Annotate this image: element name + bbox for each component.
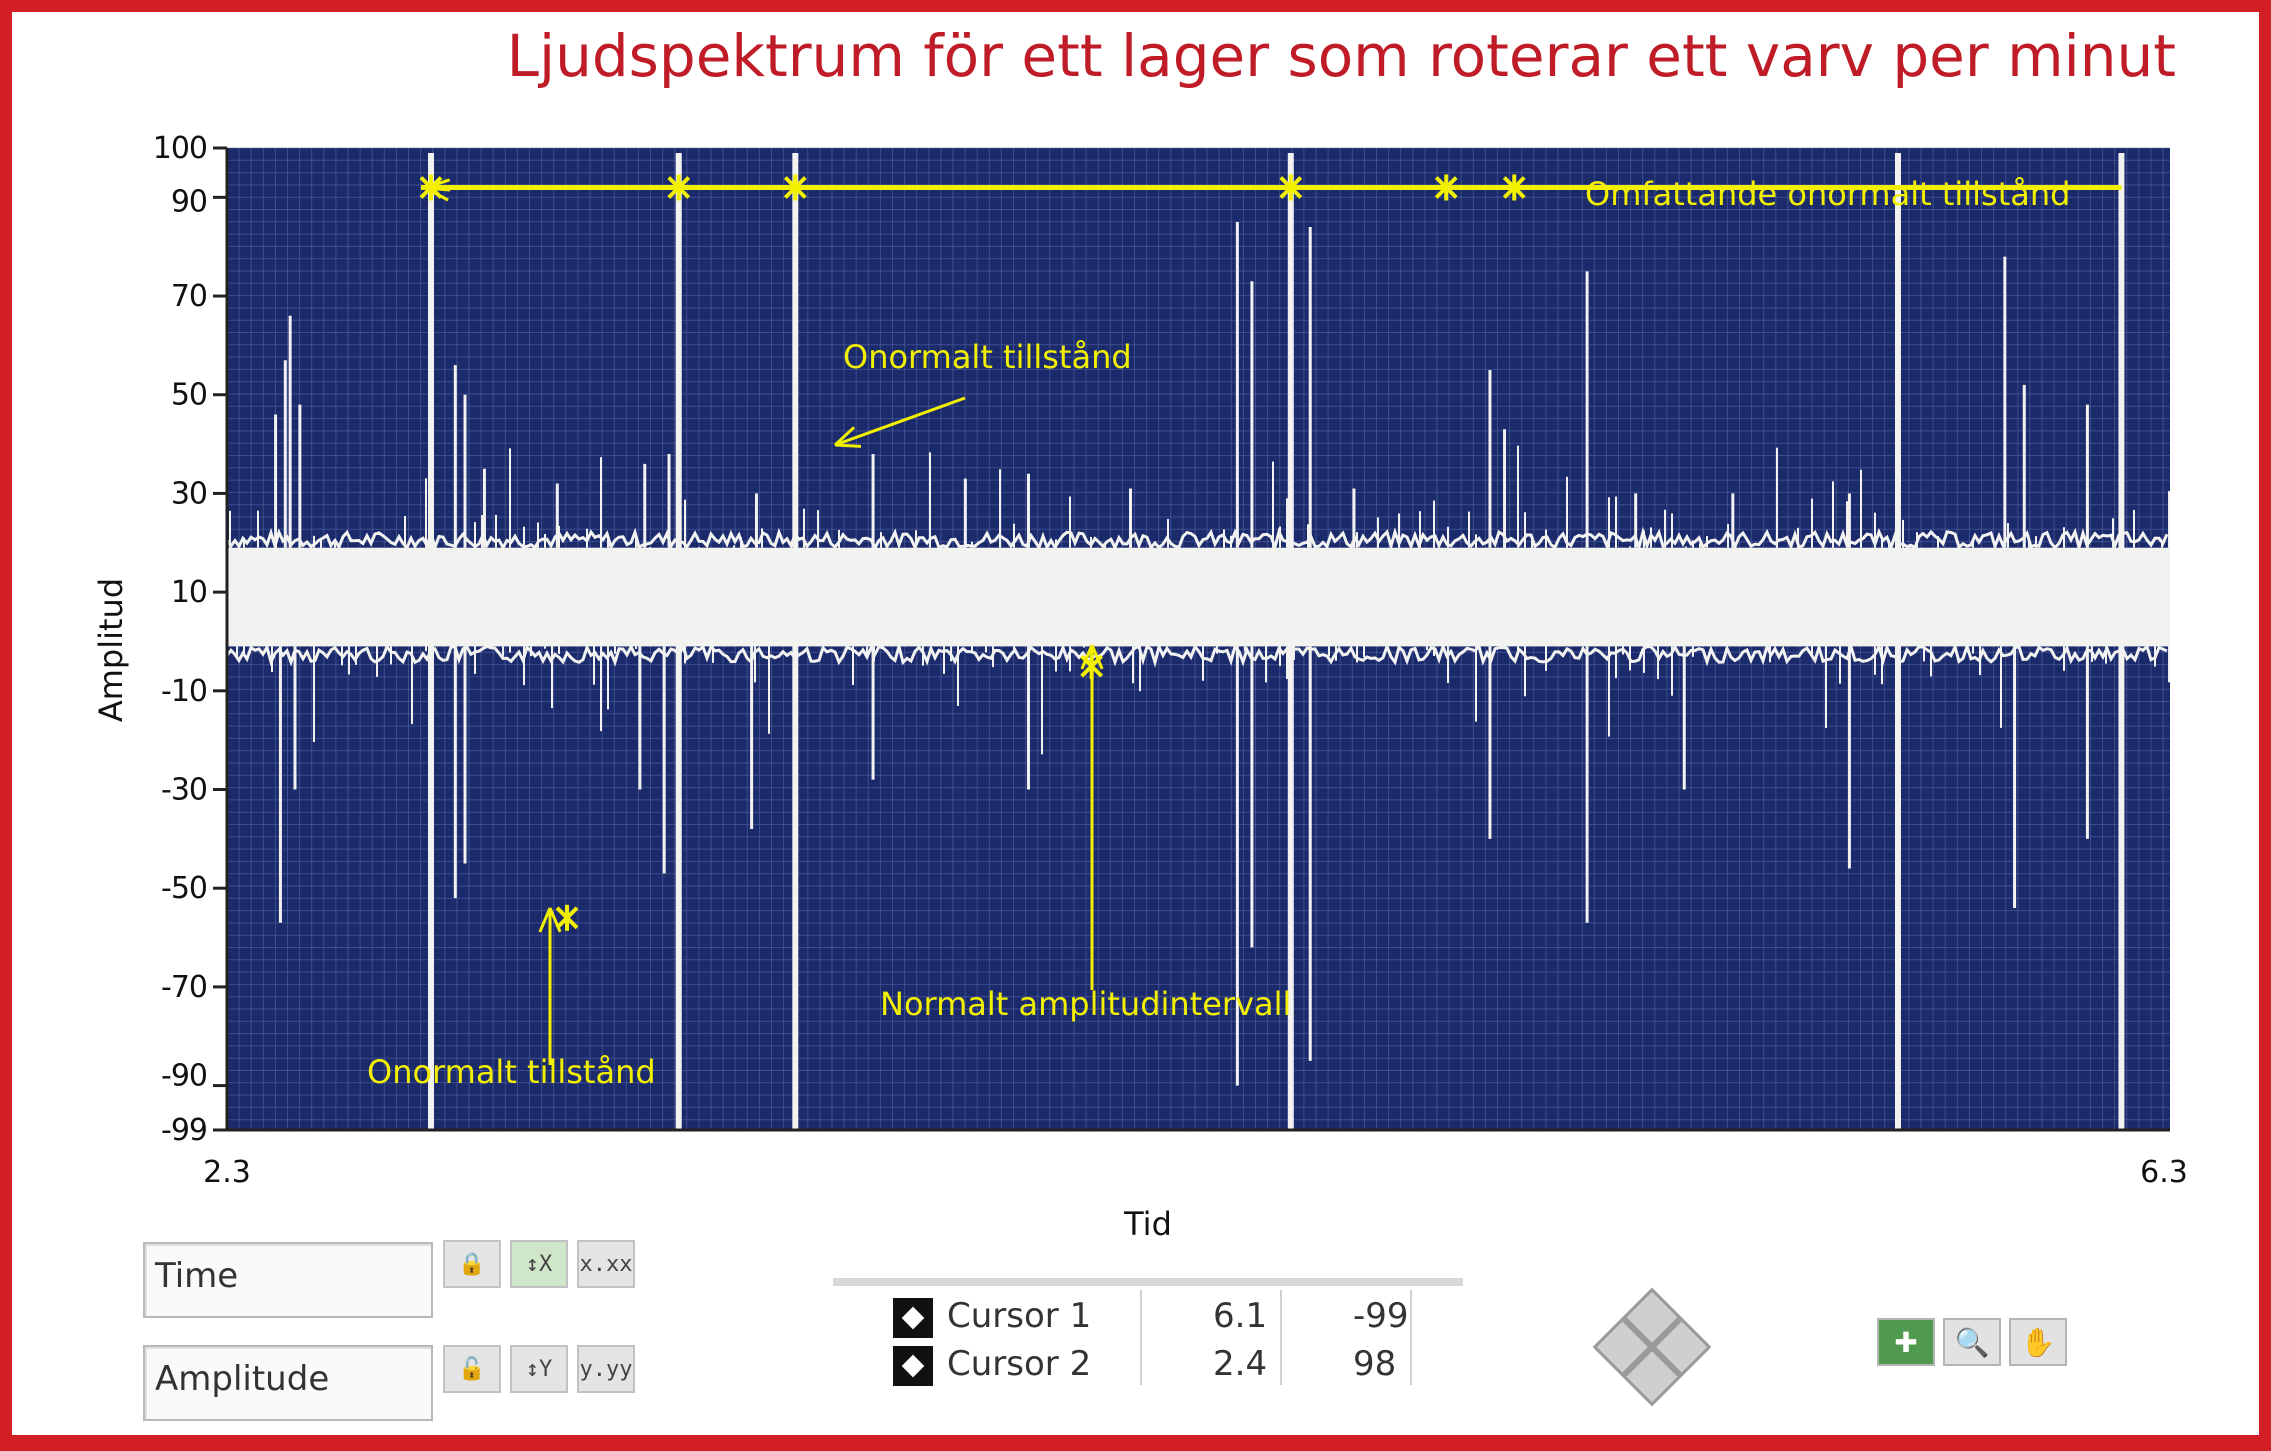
cursor-marker bbox=[555, 904, 579, 931]
autoscale-y-icon: ↕Y bbox=[525, 1356, 553, 1382]
cursor-legend: Cursor 1 6.1 -99 Cursor 2 2.4 98 bbox=[833, 1278, 1463, 1390]
annotation-arrowhead bbox=[424, 186, 449, 202]
time-format-button[interactable]: x.xx bbox=[577, 1240, 635, 1288]
time-lock-button[interactable]: 🔒 bbox=[443, 1240, 501, 1288]
cursor-marker bbox=[1434, 174, 1458, 201]
annotation-arrowhead bbox=[834, 443, 862, 448]
y-tick-label: 70 bbox=[171, 279, 207, 314]
cursor-1-x: 6.1 bbox=[1213, 1296, 1268, 1336]
lock-icon: 🔒 bbox=[458, 1251, 486, 1277]
x-axis-label: Tid bbox=[1123, 1205, 1172, 1243]
y-tick-label: -90 bbox=[161, 1059, 207, 1094]
y-tick-label: -70 bbox=[161, 970, 207, 1005]
cursor-row-2[interactable]: Cursor 2 2.4 98 bbox=[893, 1342, 1453, 1388]
band-lower-edge bbox=[225, 640, 2168, 668]
page-title: Ljudspektrum för ett lager som roterar e… bbox=[506, 22, 2176, 90]
chart-annotations: Omfattande onormalt tillstånd Onormalt ti… bbox=[367, 175, 2070, 1091]
cursor-2-name: Cursor 2 bbox=[947, 1344, 1092, 1384]
y-tick-label: -99 bbox=[161, 1113, 207, 1148]
cursor-2-y: 98 bbox=[1353, 1344, 1397, 1384]
y-tick-label: 90 bbox=[171, 184, 207, 219]
annotation-arrow bbox=[834, 396, 966, 447]
y-tick-label: 10 bbox=[171, 575, 207, 610]
time-label: Time bbox=[155, 1256, 239, 1296]
annotation-arrowhead bbox=[548, 907, 562, 933]
hand-icon: ✋ bbox=[2020, 1325, 2056, 1359]
normal-band bbox=[225, 526, 2170, 668]
annotation-arrowhead bbox=[424, 178, 451, 190]
zoom-tool-button[interactable]: 🔍 bbox=[1943, 1318, 2001, 1366]
cursor-2-swatch-icon bbox=[893, 1346, 933, 1386]
amplitude-field[interactable]: Amplitude bbox=[143, 1345, 433, 1421]
annotation-label: Onormalt tillstånd bbox=[367, 1053, 656, 1091]
crosshair-icon: ✚ bbox=[1894, 1325, 1918, 1359]
y-format-label: y.yy bbox=[579, 1356, 633, 1382]
annotation-label: Normalt amplitudintervall bbox=[880, 985, 1291, 1023]
cursor-tool-button[interactable]: ✚ bbox=[1877, 1318, 1935, 1366]
x-tick-label: 6.3 bbox=[2140, 1155, 2188, 1190]
annotation-arrow bbox=[424, 186, 451, 192]
signal-spikes bbox=[229, 153, 2170, 1130]
annotation-arrowhead bbox=[1080, 644, 1094, 670]
amplitude-autoscale-button[interactable]: ↕Y bbox=[510, 1345, 568, 1393]
x-tick-label: 2.3 bbox=[203, 1155, 251, 1190]
cursor-1-y: -99 bbox=[1353, 1296, 1409, 1336]
legend-divider bbox=[1140, 1290, 1142, 1385]
y-tick-label: -50 bbox=[161, 871, 207, 906]
y-tick-label: -10 bbox=[161, 674, 207, 709]
amplitude-lock-button[interactable]: 🔓 bbox=[443, 1345, 501, 1393]
cursor-marker bbox=[667, 174, 691, 201]
pan-tool-button[interactable]: ✋ bbox=[2009, 1318, 2067, 1366]
x-format-label: x.xx bbox=[579, 1251, 633, 1277]
cursor-2-x: 2.4 bbox=[1213, 1344, 1268, 1384]
unlock-icon: 🔓 bbox=[458, 1356, 486, 1382]
legend-divider bbox=[1410, 1290, 1412, 1385]
y-axis-label: Amplitud bbox=[92, 578, 130, 722]
y-tick-label: 100 bbox=[153, 131, 207, 166]
y-tick-label: 50 bbox=[171, 378, 207, 413]
cursor-1-swatch-icon bbox=[893, 1298, 933, 1338]
annotation-arrowhead bbox=[833, 426, 856, 447]
band-upper-edge bbox=[225, 526, 2169, 554]
annotation-arrowhead bbox=[1090, 644, 1104, 670]
amplitude-label: Amplitude bbox=[155, 1359, 330, 1399]
zoom-icon: 🔍 bbox=[1954, 1325, 1990, 1359]
normal-band-fill bbox=[227, 547, 2170, 647]
cursor-marker bbox=[1502, 174, 1526, 201]
y-tick-label: -30 bbox=[161, 773, 207, 808]
time-field[interactable]: Time bbox=[143, 1242, 433, 1318]
annotation-label: Onormalt tillstånd bbox=[843, 338, 1132, 376]
annotation-arrowhead bbox=[538, 907, 552, 933]
cursor-marker bbox=[1279, 174, 1303, 201]
autoscale-x-icon: ↕X bbox=[525, 1251, 553, 1277]
cursor-marker bbox=[783, 174, 807, 201]
cursor-row-1[interactable]: Cursor 1 6.1 -99 bbox=[893, 1294, 1453, 1340]
annotation-label: Omfattande onormalt tillstånd bbox=[1585, 175, 2070, 213]
time-autoscale-button[interactable]: ↕X bbox=[510, 1240, 568, 1288]
amplitude-format-button[interactable]: y.yy bbox=[577, 1345, 635, 1393]
chart-axes: 100 90 70 50 30 10 -10 -30 -50 -70 -90 -99 2.3 6.3 Tid… bbox=[92, 131, 2188, 1243]
legend-divider bbox=[1280, 1290, 1282, 1385]
y-tick-label: 30 bbox=[171, 476, 207, 511]
cursor-1-name: Cursor 1 bbox=[947, 1296, 1092, 1336]
